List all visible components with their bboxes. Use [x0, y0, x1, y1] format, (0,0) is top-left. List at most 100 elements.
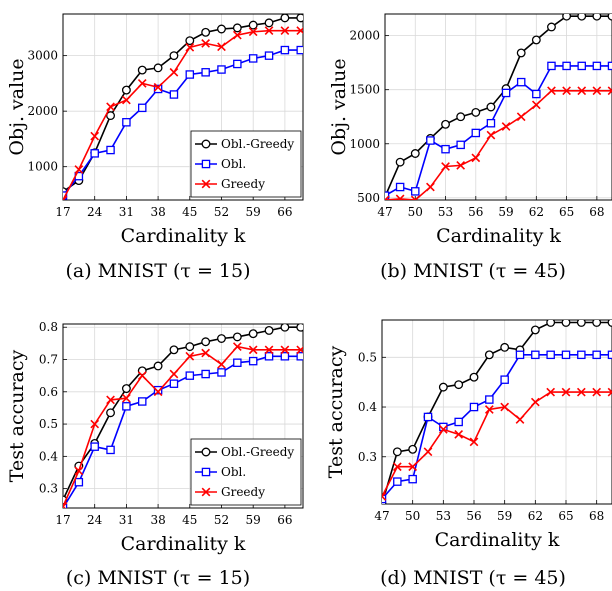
axes-box [381, 319, 612, 505]
data-point-1 [395, 182, 405, 192]
data-point-1 [516, 77, 526, 87]
y-tick-label: 0.3 [358, 450, 377, 464]
x-tick-label: 68 [589, 205, 604, 219]
data-point-0 [516, 48, 526, 58]
data-point-1 [74, 477, 84, 487]
data-point-1 [169, 379, 179, 388]
x-tick-label: 66 [277, 513, 292, 527]
data-point-2 [74, 165, 84, 174]
data-point-1 [546, 350, 555, 360]
x-tick-label: 52 [214, 513, 229, 527]
x-tick-label: 53 [438, 205, 453, 219]
data-point-2 [385, 195, 390, 200]
chart-panel-0: 17 24 31 38 45 52 59 66 1000 2000 3000 Cardinality … [6, 13, 304, 282]
y-tick-label: 2000 [349, 29, 380, 43]
data-point-0 [280, 324, 290, 332]
data-point-2 [296, 345, 303, 355]
x-tick-label: 56 [468, 205, 483, 219]
data-point-1 [233, 59, 242, 69]
y-tick-label: 0.5 [358, 350, 377, 364]
y-tick-label: 0.4 [358, 400, 377, 414]
data-point-0 [217, 334, 226, 343]
data-point-2 [217, 42, 226, 52]
x-tick-label: 24 [87, 205, 103, 219]
data-point-2 [122, 393, 131, 403]
data-point-0 [185, 342, 195, 352]
data-point-2 [561, 387, 571, 397]
data-point-0 [562, 14, 572, 21]
data-point-1 [486, 118, 496, 128]
data-point-0 [592, 320, 602, 327]
data-point-1 [137, 397, 147, 406]
legend-marker-0 [201, 447, 211, 457]
data-point-0 [153, 361, 163, 371]
data-point-0 [201, 27, 211, 37]
panel-caption: (c) MNIST (τ = 15) [66, 567, 250, 589]
data-point-2 [486, 130, 496, 140]
data-point-2 [471, 153, 481, 163]
data-point-0 [248, 329, 258, 339]
data-point-2 [248, 345, 258, 355]
plot-area [63, 14, 303, 200]
data-point-1 [577, 61, 586, 71]
plot-area [382, 320, 612, 504]
y-tick-label: 1500 [349, 83, 380, 97]
y-tick-label: 500 [357, 191, 380, 205]
data-point-2 [469, 437, 479, 447]
legend-marker-0 [201, 139, 211, 149]
data-point-0 [392, 447, 402, 457]
data-point-2 [201, 39, 211, 48]
y-tick-label: 0.3 [39, 482, 58, 496]
x-tick-label: 65 [559, 205, 574, 219]
data-point-0 [137, 65, 147, 75]
y-axis-label: Obj. value [6, 58, 28, 155]
series-line-0 [382, 321, 612, 504]
data-point-1 [411, 187, 420, 196]
data-point-2 [248, 27, 258, 37]
x-tick-label: 45 [182, 205, 197, 219]
data-point-1 [501, 88, 511, 98]
data-point-2 [515, 415, 525, 424]
axes-box [62, 13, 304, 201]
data-point-1 [532, 89, 541, 99]
data-point-1 [485, 395, 494, 404]
data-point-1 [106, 145, 115, 155]
x-tick-label: 50 [405, 509, 420, 523]
series-line-2 [382, 391, 612, 497]
data-point-1 [90, 149, 99, 158]
data-point-0 [486, 102, 496, 112]
data-point-2 [185, 351, 195, 361]
data-point-1 [408, 474, 417, 484]
data-point-0 [531, 35, 541, 45]
series-line-0 [63, 326, 301, 501]
data-point-2 [607, 86, 612, 96]
data-point-1 [592, 350, 601, 360]
data-point-0 [592, 14, 602, 21]
data-point-2 [280, 26, 290, 36]
data-point-0 [546, 320, 556, 327]
x-tick-label: 56 [466, 509, 481, 523]
data-point-2 [63, 195, 68, 200]
data-point-0 [454, 380, 464, 390]
data-point-0 [201, 337, 211, 347]
x-tick-label: 59 [246, 205, 261, 219]
series-line-1 [63, 49, 301, 197]
data-point-0 [169, 51, 179, 61]
y-axis-label: Obj. value [328, 58, 350, 155]
legend-marker-2 [201, 179, 211, 189]
data-point-0 [121, 384, 131, 394]
data-point-2 [106, 102, 115, 112]
plot-area [63, 324, 303, 508]
legend: Obl.-Greedy Obl. Greedy [190, 130, 302, 198]
series-line-0 [385, 15, 612, 198]
data-point-0 [456, 112, 466, 122]
data-point-1 [280, 352, 290, 361]
data-point-1 [393, 477, 402, 486]
x-tick-label: 62 [528, 509, 543, 523]
data-point-2 [137, 371, 147, 381]
x-tick-label: 59 [498, 205, 513, 219]
data-point-0 [471, 107, 481, 117]
series-line-1 [382, 354, 612, 500]
axes-box [384, 13, 612, 201]
